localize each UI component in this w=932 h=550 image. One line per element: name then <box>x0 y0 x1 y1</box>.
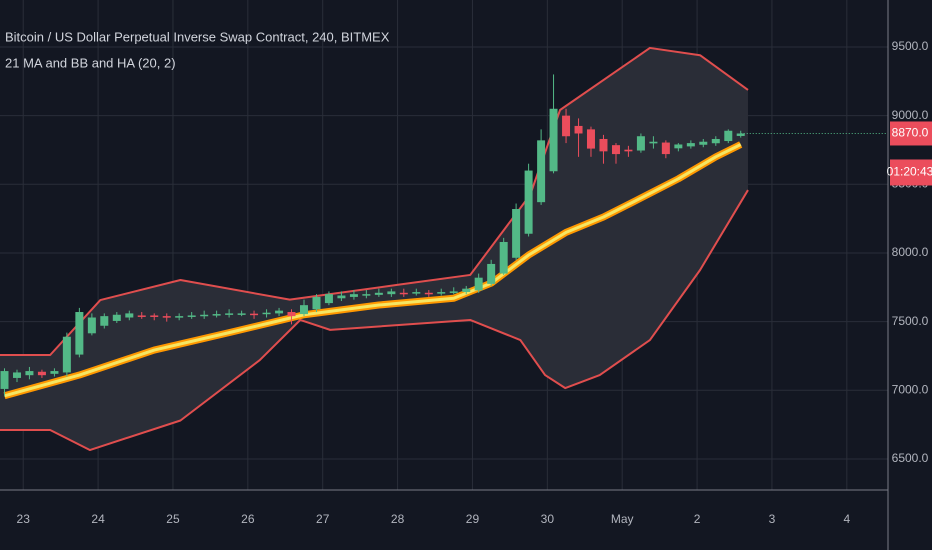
candle-body <box>187 315 196 317</box>
candle-body <box>100 316 109 326</box>
candle-body <box>636 136 645 151</box>
y-tick-label: 7500.0 <box>892 314 929 328</box>
candle-body <box>437 292 446 294</box>
candle-body <box>362 294 371 296</box>
x-tick-label: 24 <box>91 512 105 526</box>
candle-body <box>549 108 558 172</box>
x-tick-label: 26 <box>241 512 255 526</box>
candle-body <box>212 314 221 316</box>
candle-body <box>474 277 483 291</box>
candle-body <box>324 294 333 304</box>
candle-body <box>125 313 134 318</box>
chart-title: Bitcoin / US Dollar Perpetual Inverse Sw… <box>5 29 390 44</box>
candle-body <box>87 317 96 334</box>
y-tick-label: 9500.0 <box>892 39 929 53</box>
x-tick-label: 23 <box>17 512 31 526</box>
last-price-label: 8870.0 <box>892 126 929 140</box>
candle-body <box>225 313 234 315</box>
candle-body <box>387 291 396 295</box>
candle-body <box>487 263 496 284</box>
candle-body <box>349 294 358 297</box>
candle-body <box>674 144 683 149</box>
candle-body <box>250 313 259 316</box>
candle-body <box>661 142 670 155</box>
candle-body <box>611 145 620 155</box>
y-tick-label: 8000.0 <box>892 245 929 259</box>
candle-body <box>75 312 84 355</box>
candle-body <box>574 125 583 134</box>
candle-body <box>537 140 546 203</box>
x-tick-label: 2 <box>694 512 701 526</box>
candle-body <box>599 138 608 152</box>
x-tick-label: 27 <box>316 512 330 526</box>
candle-body <box>337 295 346 299</box>
candle-body <box>711 138 720 144</box>
candle-body <box>150 315 159 317</box>
candle-body <box>62 336 71 373</box>
candle-body <box>562 115 571 137</box>
candle-body <box>25 371 34 376</box>
candle-body <box>12 372 21 378</box>
y-tick-label: 6500.0 <box>892 451 929 465</box>
candle-body <box>374 292 383 295</box>
candle-body <box>586 129 595 149</box>
x-tick-label: 25 <box>166 512 180 526</box>
x-tick-label: 29 <box>466 512 480 526</box>
candle-body <box>312 296 321 310</box>
candle-body <box>0 371 9 389</box>
indicator-label: 21 MA and BB and HA (20, 2) <box>5 55 176 70</box>
countdown-box <box>890 159 932 186</box>
lower-band <box>0 189 749 452</box>
x-tick-label: May <box>611 512 634 526</box>
candle-body <box>262 312 271 315</box>
x-tick-label: 28 <box>391 512 405 526</box>
candle-body <box>724 130 733 142</box>
candle-body <box>699 141 708 145</box>
candle-body <box>462 288 471 292</box>
candle-body <box>524 170 533 234</box>
x-tick-label: 4 <box>843 512 850 526</box>
y-tick-label: 9000.0 <box>892 108 929 122</box>
x-tick-label: 3 <box>769 512 776 526</box>
candle-body <box>112 314 121 321</box>
candle-body <box>287 312 296 317</box>
y-tick-label: 7000.0 <box>892 382 929 396</box>
last-price-box <box>890 121 932 146</box>
candle-body <box>275 310 284 314</box>
candle-body <box>237 313 246 315</box>
candle-body <box>449 291 458 293</box>
candle-body <box>512 209 521 258</box>
candle-body <box>299 305 308 315</box>
candle-body <box>736 133 745 136</box>
countdown-label: 01:20:43 <box>887 165 932 179</box>
candle-body <box>50 371 59 374</box>
candle-body <box>499 241 508 274</box>
candle-body <box>686 143 695 147</box>
band-fill <box>0 47 748 451</box>
candle-body <box>399 292 408 295</box>
candle-body <box>162 316 171 318</box>
upper-band <box>0 46 749 357</box>
candle-body <box>175 316 184 318</box>
candle-body <box>424 292 433 295</box>
candle-body <box>649 141 658 144</box>
candle-body <box>200 314 209 317</box>
candle-body <box>137 315 146 317</box>
x-tick-label: 30 <box>541 512 555 526</box>
candle-body <box>412 292 421 294</box>
candle-body <box>624 149 633 152</box>
candle-body <box>37 371 46 376</box>
